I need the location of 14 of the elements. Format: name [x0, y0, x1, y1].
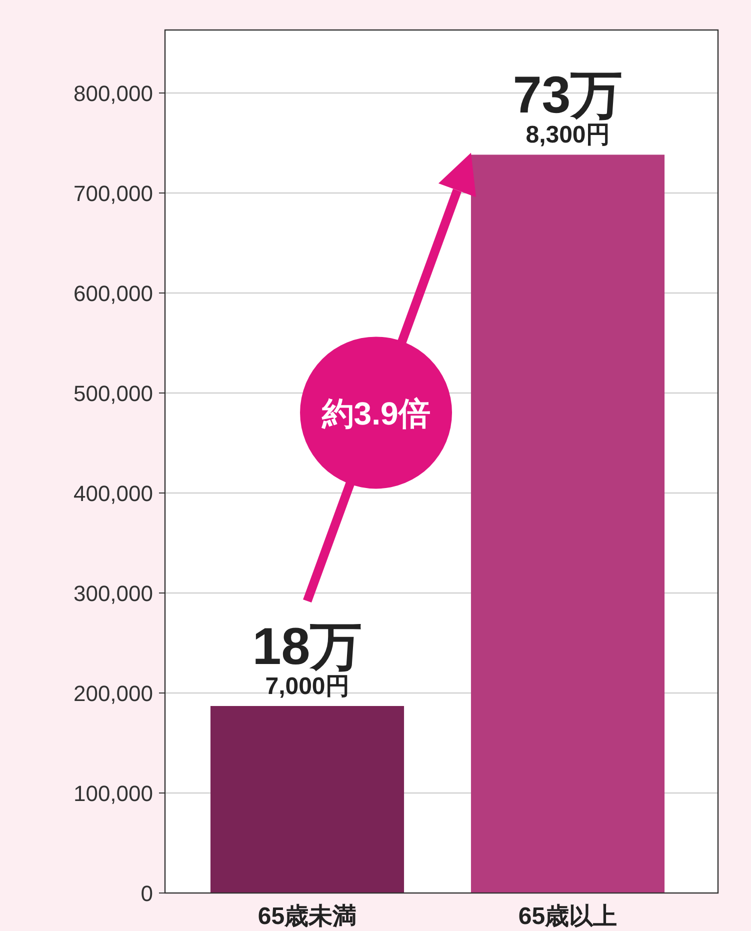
annotation: 約3.9倍 [320, 396, 430, 432]
y-tick-label: 0 [140, 881, 153, 906]
annotation: 73万 8,300円 [512, 66, 623, 149]
x-tick-label: 65歳未満 [258, 903, 357, 930]
annotation: 18万 7,000円 [252, 618, 362, 700]
x-tick-label: 65歳以上 [518, 903, 618, 930]
y-tick-label: 300,000 [73, 581, 153, 606]
y-tick-label: 500,000 [73, 381, 153, 406]
y-tick-label: 100,000 [73, 781, 153, 806]
y-tick-label: 600,000 [73, 281, 153, 306]
y-tick-label: 800,000 [73, 81, 153, 106]
y-tick-label: 700,000 [73, 181, 153, 206]
y-tick-label: 200,000 [73, 681, 153, 706]
y-tick-label: 400,000 [73, 481, 153, 506]
